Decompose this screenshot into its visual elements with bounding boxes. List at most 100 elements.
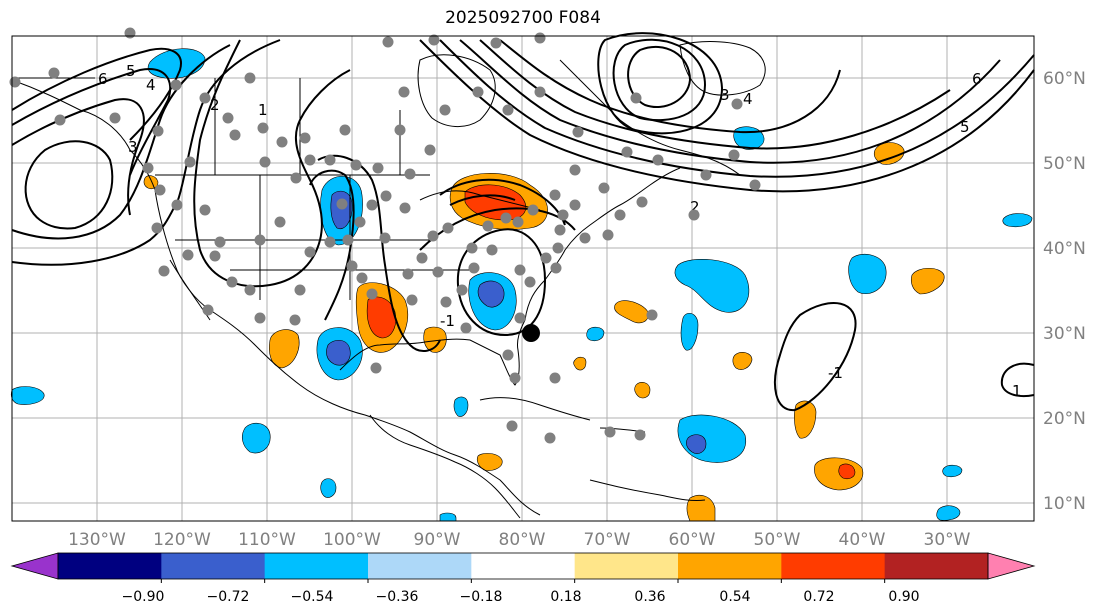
station-dot (424, 144, 436, 156)
station-dot (366, 199, 378, 211)
contour-label: 5 (126, 62, 136, 80)
station-dot (356, 272, 368, 284)
station-dot (124, 27, 136, 39)
station-dot (154, 184, 166, 196)
colorbar-segment (471, 553, 576, 579)
lon-tick-label: 110°W (238, 530, 296, 550)
contour-label: -1 (828, 364, 843, 382)
contour-label: 2 (210, 96, 220, 114)
station-dot (524, 276, 536, 288)
lon-tick-label: 50°W (754, 530, 801, 550)
colorbar-extend-low (10, 552, 59, 580)
station-dot (544, 432, 556, 444)
station-dot (652, 154, 664, 166)
station-dot (506, 420, 518, 432)
station-dot (274, 216, 286, 228)
station-dot (54, 114, 66, 126)
contour-label: 1 (1012, 382, 1022, 400)
station-dot (346, 260, 358, 272)
station-dot (229, 129, 241, 141)
station-dot (294, 284, 306, 296)
station-dot (534, 86, 546, 98)
station-dot (9, 76, 21, 88)
station-dot (182, 249, 194, 261)
station-dot (554, 224, 566, 236)
station-dot (549, 189, 561, 201)
station-dot (380, 190, 392, 202)
colorbar-tick-label: 0.18 (550, 589, 581, 605)
lon-tick-label: 70°W (584, 530, 631, 550)
station-dot (440, 296, 452, 308)
colorbar-segment (264, 553, 369, 579)
station-dot (534, 32, 546, 44)
station-dot (646, 309, 658, 321)
contour-label: 2 (690, 198, 700, 216)
contour-label: 3 (128, 138, 138, 156)
station-dot (466, 242, 478, 254)
station-dot (621, 146, 633, 158)
station-dot (170, 79, 182, 91)
lon-tick-label: 100°W (323, 530, 381, 550)
station-dot (254, 234, 266, 246)
lat-tick-label: 40°N (1043, 239, 1086, 259)
station-dot (184, 156, 196, 168)
station-dot (324, 154, 336, 166)
contour-label: 6 (98, 70, 108, 88)
lon-tick-label: 40°W (839, 530, 886, 550)
station-dot (549, 372, 561, 384)
map-panel: 6 5 4 3 2 1 -1 2 3 4 5 6 -1 1 (9, 27, 1035, 522)
station-dot (209, 250, 221, 262)
station-dot (604, 426, 616, 438)
contour-label: 5 (960, 118, 970, 136)
colorbar-tick-label: −0.54 (291, 589, 334, 605)
station-dot (490, 37, 502, 49)
station-dot (304, 154, 316, 166)
station-dot (158, 265, 170, 277)
station-dot (482, 220, 494, 232)
station-dot (199, 92, 211, 104)
station-dot (244, 72, 256, 84)
station-dot (442, 222, 454, 234)
station-dot (579, 232, 591, 244)
map-title: 2025092700 F084 (445, 8, 601, 28)
station-dot (700, 169, 712, 181)
lon-tick-label: 130°W (68, 530, 126, 550)
station-dot (222, 112, 234, 124)
station-dot (500, 212, 512, 224)
contour-label-group: 6 5 4 3 2 1 -1 2 3 4 5 6 -1 1 (98, 62, 1022, 400)
station-dot (324, 236, 336, 248)
lon-tick-label: 30°W (924, 530, 971, 550)
colorbar-tick-label: −0.36 (376, 589, 419, 605)
lat-tick-label: 50°N (1043, 154, 1086, 174)
map-frame (11, 35, 1035, 522)
station-dot (366, 288, 378, 300)
station-dot (502, 349, 514, 361)
station-dot (290, 172, 302, 184)
station-dot (540, 252, 552, 264)
station-dot (749, 179, 761, 191)
station-dot (48, 67, 60, 79)
station-dot (614, 209, 626, 221)
station-dot (336, 198, 348, 210)
station-dot (557, 209, 569, 221)
station-dot (512, 216, 524, 228)
contour-label: 3 (720, 86, 730, 104)
station-dot (486, 244, 498, 256)
station-dot (394, 124, 406, 136)
station-dot (399, 202, 411, 214)
longitude-axis: 130°W 120°W 110°W 100°W 90°W 80°W 70°W 6… (68, 530, 971, 550)
station-dot (342, 234, 354, 246)
colorbar-segment (781, 553, 886, 579)
station-dot (602, 229, 614, 241)
station-dot (731, 98, 743, 110)
station-dot (142, 162, 154, 174)
station-dot (398, 86, 410, 98)
station-dot (428, 34, 440, 46)
colorbar-outline (57, 552, 989, 580)
lon-tick-label: 60°W (669, 530, 716, 550)
station-dot (456, 284, 468, 296)
contour-label: 4 (743, 90, 753, 108)
station-dot (460, 322, 472, 334)
station-dot (226, 276, 238, 288)
